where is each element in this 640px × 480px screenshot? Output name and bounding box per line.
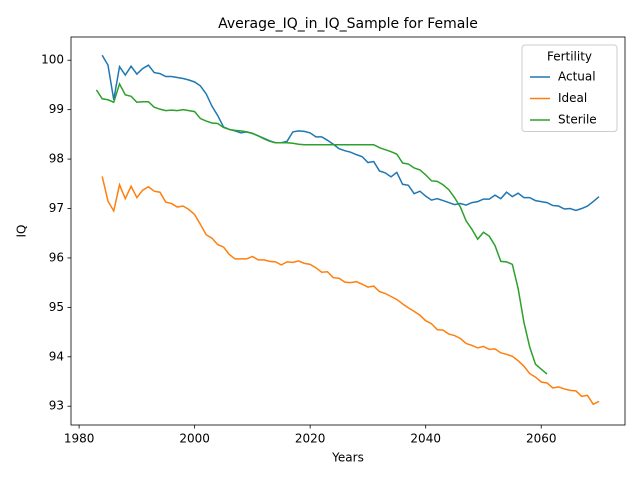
line-series bbox=[101, 176, 600, 406]
y-axis-label: IQ bbox=[15, 225, 29, 238]
chart-title: Average_IQ_in_IQ_Sample for Female bbox=[218, 16, 478, 32]
y-tick-label: 96 bbox=[49, 250, 64, 264]
y-tick-label: 97 bbox=[49, 201, 64, 215]
x-tick-label: 2000 bbox=[179, 432, 210, 446]
legend-label: Actual bbox=[558, 70, 596, 84]
x-tick-label: 2040 bbox=[410, 432, 441, 446]
legend-box bbox=[521, 44, 618, 132]
y-tick-label: 98 bbox=[49, 152, 64, 166]
legend-label: Sterile bbox=[558, 113, 597, 127]
y-tick-label: 99 bbox=[49, 102, 64, 116]
x-axis-label: Years bbox=[331, 451, 364, 465]
line-series bbox=[101, 54, 600, 212]
x-tick-label: 2060 bbox=[526, 432, 557, 446]
y-tick-label: 93 bbox=[49, 399, 64, 413]
x-tick-label: 1980 bbox=[64, 432, 95, 446]
y-tick-label: 95 bbox=[49, 300, 64, 314]
legend-title: Fertility bbox=[547, 50, 592, 64]
x-tick-label: 2020 bbox=[295, 432, 326, 446]
y-tick-label: 94 bbox=[49, 349, 64, 363]
legend-label: Ideal bbox=[558, 91, 587, 105]
y-tick-label: 100 bbox=[41, 53, 64, 67]
plot-frame bbox=[70, 36, 626, 426]
line-series bbox=[95, 82, 548, 375]
